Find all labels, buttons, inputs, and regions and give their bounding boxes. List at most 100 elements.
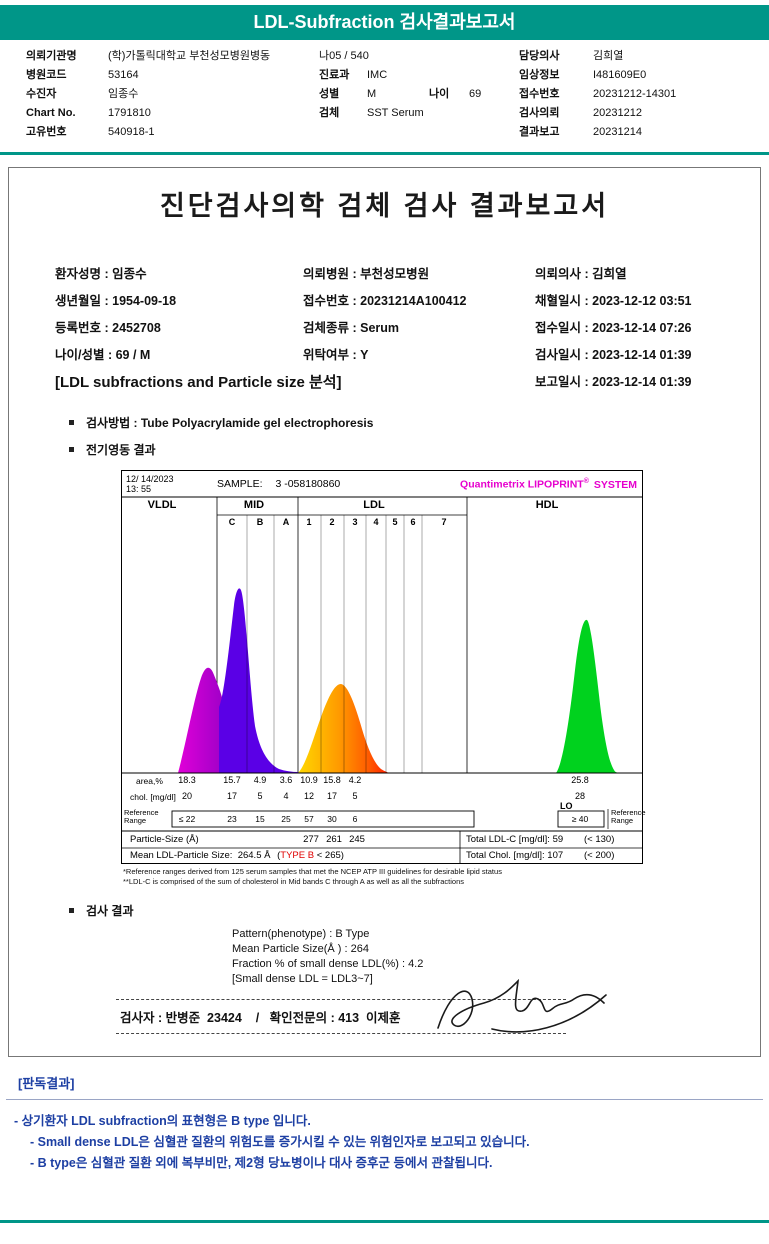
report-field: 위탁여부 : Y xyxy=(303,342,535,369)
field-value: 20231214A100412 xyxy=(360,294,467,308)
field-value: 69 / M xyxy=(115,348,151,362)
particle-size-value: 261 xyxy=(326,834,342,845)
info-row: 결과보고 20231214 xyxy=(519,123,759,142)
report-field: 접수일시 : 2023-12-14 07:26 xyxy=(535,315,760,342)
info-right-column: 담당의사 김희열 임상정보 I481609E0 접수번호 20231212-14301… xyxy=(519,47,759,142)
info-value: M xyxy=(367,88,377,100)
band-label-mid: MID xyxy=(243,499,265,511)
field-value: 2023-12-14 07:26 xyxy=(592,321,692,335)
field-label: 나이/성별 xyxy=(55,348,105,362)
reference-label-line: Reference xyxy=(611,808,646,817)
chol-value: 17 xyxy=(326,791,338,801)
info-label: 병원코드 xyxy=(26,69,67,81)
bullet-square-icon xyxy=(69,908,74,913)
info-label: 검체 xyxy=(319,107,340,119)
info-value: SST Serum xyxy=(367,107,424,119)
reference-label-line: Reference xyxy=(124,808,159,817)
info-value: 20231212-14301 xyxy=(593,88,677,100)
area-value: 10.9 xyxy=(300,775,318,785)
colon: : xyxy=(349,294,361,308)
colon: : xyxy=(101,321,113,335)
report-body: 진단검사의학 검체 검사 결과보고서 환자성명 : 임종수 의뢰병원 : 부천성… xyxy=(8,167,761,1057)
method-label: 검사방법 xyxy=(86,416,131,430)
ref-value: 30 xyxy=(327,814,337,824)
info-row: 나05 / 540 xyxy=(319,47,519,66)
total-chol: Total Chol. [mg/dl]: 107 xyxy=(466,850,564,861)
interpretation-line: - Small dense LDL은 심혈관 질환의 위험도를 증가시킬 수 있… xyxy=(30,1135,530,1149)
lane-label: 1 xyxy=(306,517,312,527)
phenotype-flag: TYPE B xyxy=(280,850,315,861)
area-value: 4.9 xyxy=(253,775,267,785)
field-value: 김희열 xyxy=(592,267,627,281)
area-value: 18.3 xyxy=(178,775,196,785)
lane-label: 7 xyxy=(441,517,447,527)
footnote: *Reference ranges derived from 125 serum… xyxy=(123,867,502,876)
result-section-label: 검사 결과 xyxy=(86,904,134,918)
brand-suffix: SYSTEM xyxy=(593,478,637,491)
info-row: 고유번호 540918-1 xyxy=(26,123,319,142)
info-label: 검사의뢰 xyxy=(519,107,560,119)
ref-value: 6 xyxy=(352,814,358,824)
chol-value: 17 xyxy=(226,791,238,801)
field-value: 1954-09-18 xyxy=(112,294,177,308)
field-value: 부천성모병원 xyxy=(360,267,430,281)
mid-peak xyxy=(219,588,298,773)
colon: : xyxy=(130,416,141,430)
info-label: 나이 xyxy=(429,88,450,100)
electrophoresis-row: 전기영동 결과 xyxy=(69,441,760,458)
colon: : xyxy=(581,375,593,389)
field-label: 검체종류 xyxy=(303,321,350,335)
page-title-bar: LDL-Subfraction 검사결과보고서 xyxy=(0,5,769,40)
report-field: 보고일시 : 2023-12-14 01:39 xyxy=(535,369,760,396)
ref-value: 57 xyxy=(304,814,314,824)
info-value: 53164 xyxy=(108,69,139,81)
info-row: 접수번호 20231212-14301 xyxy=(519,85,759,104)
lane-label: C xyxy=(228,517,236,527)
info-value: 69 xyxy=(469,88,482,100)
field-label: 접수번호 xyxy=(303,294,350,308)
info-value: 20231214 xyxy=(593,126,642,138)
colon: : xyxy=(104,348,116,362)
area-value: 4.2 xyxy=(348,775,362,785)
total-chol-ref: (< 200) xyxy=(584,850,615,861)
chol-value: 20 xyxy=(181,791,193,801)
colon: : xyxy=(581,294,593,308)
colon: : xyxy=(581,321,593,335)
colon: : xyxy=(101,294,113,308)
chol-value: 12 xyxy=(303,791,315,801)
footnote: **LDL-C is comprised of the sum of chole… xyxy=(123,876,465,886)
info-label: 성별 xyxy=(319,88,340,100)
info-value: I481609E0 xyxy=(593,69,647,81)
report-field: 환자성명 : 임종수 xyxy=(55,261,303,288)
paren-open: ( xyxy=(277,850,281,861)
bullet-square-icon xyxy=(69,420,74,425)
page-title: LDL-Subfraction 검사결과보고서 xyxy=(253,12,516,32)
ref-value: 23 xyxy=(227,814,237,824)
report-field: 생년월일 : 1954-09-18 xyxy=(55,288,303,315)
info-label: 담당의사 xyxy=(519,50,560,62)
lipoprint-chart: 12/ 14/2023 13: 55 SAMPLE: 3 -058180860 … xyxy=(121,470,646,864)
colon: : xyxy=(581,348,593,362)
info-value: (학)가톨릭대학교 부천성모병원병동 xyxy=(108,50,271,62)
result-line: [Small dense LDL = LDL3~7] xyxy=(232,973,373,985)
info-row: 임상정보 I481609E0 xyxy=(519,66,759,85)
info-row: 성별 M 나이 69 xyxy=(319,85,519,104)
ref-value: 15 xyxy=(255,814,265,824)
field-label: 환자성명 xyxy=(55,267,102,281)
chol-value: 5 xyxy=(257,791,263,801)
brand-name: Quantimetrix LIPOPRINT xyxy=(460,478,584,491)
field-label: 생년월일 xyxy=(55,294,102,308)
electropherogram-plot xyxy=(122,496,642,863)
field-label: 보고일시 xyxy=(535,375,582,389)
lane-label: A xyxy=(282,517,290,527)
info-value: 임종수 xyxy=(108,88,139,100)
info-value: 540918-1 xyxy=(108,126,155,138)
lane-label: 4 xyxy=(373,517,379,527)
info-label: Chart No. xyxy=(26,107,76,119)
particle-size-value: 245 xyxy=(349,834,365,845)
report-field: 의뢰의사 : 김희열 xyxy=(535,261,760,288)
field-value: 임종수 xyxy=(112,267,147,281)
info-label: 고유번호 xyxy=(26,126,67,138)
section-divider xyxy=(6,1099,763,1100)
vldl-peak xyxy=(178,667,223,773)
